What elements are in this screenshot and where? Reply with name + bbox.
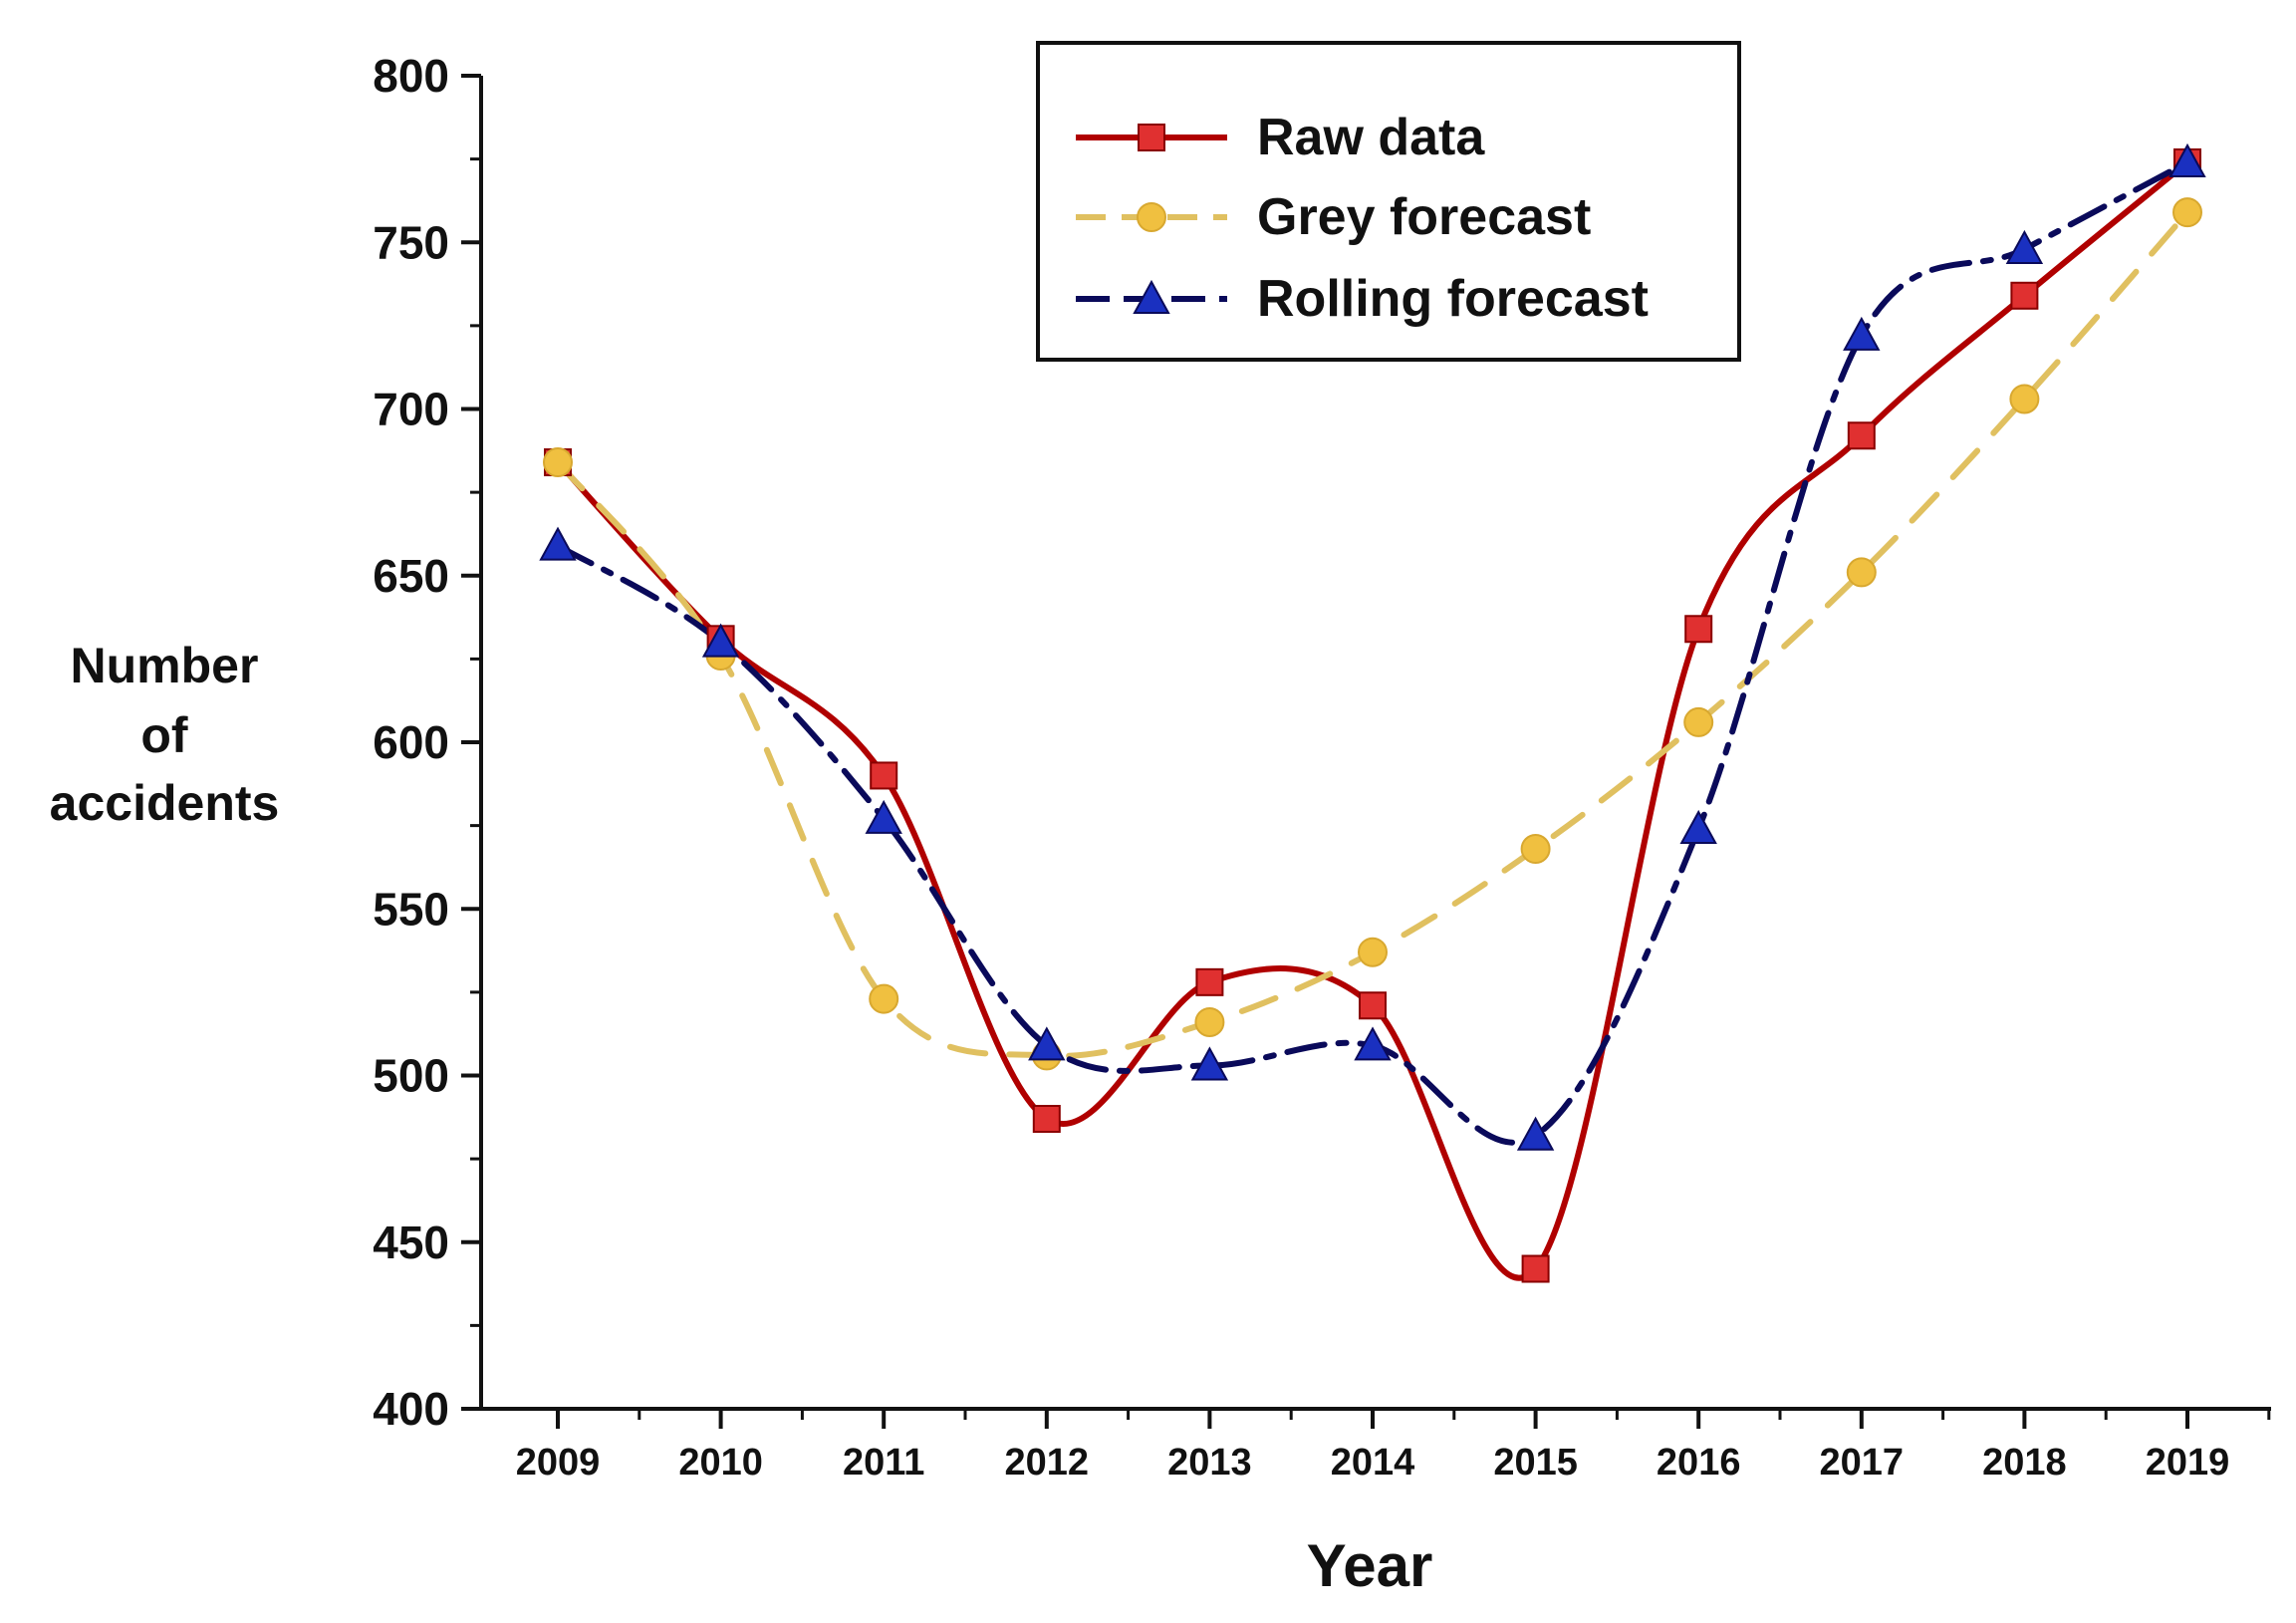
x-tick-label-2009: 2009 xyxy=(516,1442,601,1484)
data-point-grey-forecast-2014 xyxy=(1358,937,1388,967)
data-point-grey-forecast-2018 xyxy=(2009,384,2040,414)
data-point-raw-data-2016 xyxy=(1684,615,1713,644)
x-tick-label-2015: 2015 xyxy=(1493,1442,1578,1484)
data-point-grey-forecast-2019 xyxy=(2172,197,2202,228)
x-axis-label: Year xyxy=(1307,1532,1433,1599)
legend-marker-raw-data xyxy=(1138,124,1165,151)
legend: Raw data Grey forecast Rolling forecast xyxy=(1036,41,1741,362)
data-point-raw-data-2017 xyxy=(1847,421,1876,450)
data-point-grey-forecast-2009 xyxy=(543,447,573,478)
y-axis-label-line-1: Number xyxy=(71,638,259,693)
x-tick-label-2010: 2010 xyxy=(678,1442,763,1484)
legend-item-rolling-forecast: Rolling forecast xyxy=(1076,270,1649,328)
y-tick-label-750: 750 xyxy=(373,216,449,268)
y-tick-label-500: 500 xyxy=(373,1050,449,1102)
y-tick-label-400: 400 xyxy=(373,1383,449,1435)
data-point-grey-forecast-2013 xyxy=(1194,1006,1225,1037)
legend-item-raw-data: Raw data xyxy=(1076,109,1485,166)
x-tick-label-2019: 2019 xyxy=(2146,1442,2230,1484)
y-axis-label-line-3: accidents xyxy=(50,775,280,831)
data-point-grey-forecast-2015 xyxy=(1520,834,1551,865)
data-point-raw-data-2013 xyxy=(1195,967,1224,996)
series-line-rolling-forecast xyxy=(555,158,2190,1146)
series-markers-rolling-forecast xyxy=(539,142,2206,1151)
y-tick-label-800: 800 xyxy=(373,50,449,102)
data-point-rolling-forecast-2010 xyxy=(701,623,740,658)
data-point-rolling-forecast-2018 xyxy=(2005,229,2044,264)
y-tick-label-650: 650 xyxy=(373,550,449,602)
data-point-raw-data-2018 xyxy=(2010,281,2039,310)
legend-item-grey-forecast: Grey forecast xyxy=(1076,188,1591,246)
x-tick-label-2018: 2018 xyxy=(1982,1442,2067,1484)
data-point-raw-data-2014 xyxy=(1359,991,1387,1020)
data-point-grey-forecast-2011 xyxy=(869,983,899,1014)
x-tick-label-2012: 2012 xyxy=(1005,1442,1090,1484)
legend-label-grey-forecast: Grey forecast xyxy=(1257,188,1591,246)
y-tick-label-700: 700 xyxy=(373,384,449,435)
x-tick-label-2011: 2011 xyxy=(843,1442,924,1484)
axes xyxy=(461,74,2271,1429)
x-tick-label-2016: 2016 xyxy=(1657,1442,1741,1484)
data-point-raw-data-2012 xyxy=(1032,1104,1061,1133)
data-point-rolling-forecast-2015 xyxy=(1516,1116,1555,1151)
series-layer xyxy=(539,142,2206,1283)
x-tick-label-2013: 2013 xyxy=(1167,1442,1252,1484)
data-point-rolling-forecast-2016 xyxy=(1679,809,1717,844)
y-tick-labels: 400 450 500 550 600 650 700 750 800 xyxy=(373,50,449,1435)
data-point-raw-data-2011 xyxy=(870,761,898,790)
data-point-rolling-forecast-2017 xyxy=(1843,316,1881,351)
x-tick-labels: 2009 2010 2011 2012 2013 2014 2015 2016 2017 2018… xyxy=(516,1442,2230,1484)
legend-label-rolling-forecast: Rolling forecast xyxy=(1257,270,1649,328)
data-point-rolling-forecast-2013 xyxy=(1190,1046,1229,1081)
x-tick-label-2017: 2017 xyxy=(1820,1442,1905,1484)
y-tick-label-550: 550 xyxy=(373,883,449,935)
legend-label-raw-data: Raw data xyxy=(1257,109,1485,166)
y-tick-label-450: 450 xyxy=(373,1217,449,1268)
x-tick-label-2014: 2014 xyxy=(1331,1442,1415,1484)
data-point-rolling-forecast-2009 xyxy=(539,526,577,561)
y-axis-label-line-2: of xyxy=(140,707,188,763)
legend-marker-rolling-forecast xyxy=(1133,279,1170,314)
data-point-rolling-forecast-2011 xyxy=(865,799,902,834)
data-point-rolling-forecast-2014 xyxy=(1354,1026,1392,1061)
data-point-grey-forecast-2017 xyxy=(1846,557,1877,588)
legend-marker-grey-forecast xyxy=(1137,202,1166,232)
data-point-grey-forecast-2016 xyxy=(1683,706,1714,737)
y-tick-label-600: 600 xyxy=(373,716,449,768)
data-point-rolling-forecast-2012 xyxy=(1028,1026,1066,1061)
data-point-raw-data-2015 xyxy=(1521,1254,1550,1283)
data-point-rolling-forecast-2019 xyxy=(2168,142,2206,177)
